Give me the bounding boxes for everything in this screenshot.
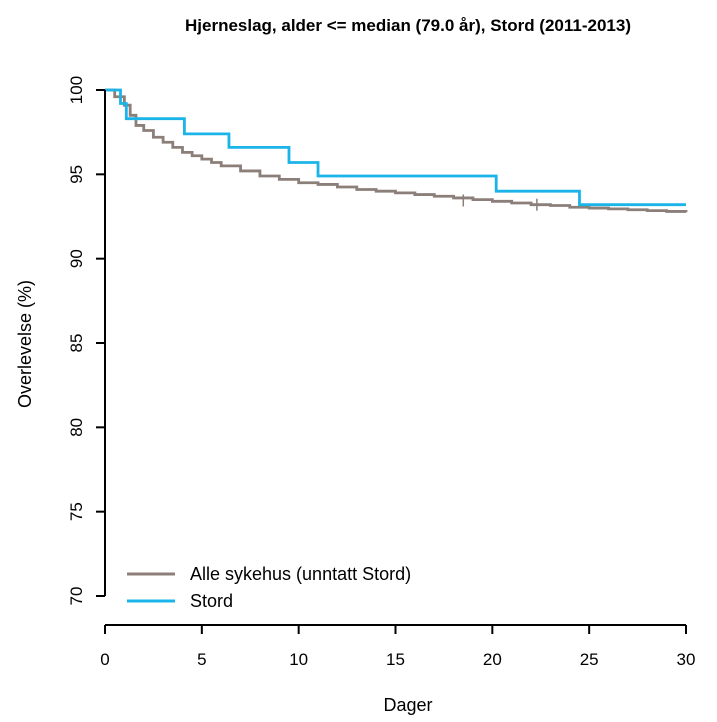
x-tick-label: 15 (386, 650, 405, 669)
x-tick-label: 10 (289, 650, 308, 669)
y-tick-label: 95 (67, 165, 86, 184)
y-tick-label: 90 (67, 249, 86, 268)
legend: Alle sykehus (unntatt Stord) Stord (127, 564, 411, 611)
series-line-stord (105, 88, 686, 207)
x-tick-label: 0 (100, 650, 109, 669)
y-tick-label: 75 (67, 502, 86, 521)
y-tick-label: 100 (67, 76, 86, 104)
y-axis-label: Overlevelse (%) (15, 280, 35, 408)
x-tick-label: 25 (580, 650, 599, 669)
x-axis-label: Dager (383, 695, 432, 715)
y-tick-label: 70 (67, 587, 86, 606)
y-tick-label: 85 (67, 334, 86, 353)
chart-title: Hjerneslag, alder <= median (79.0 år), S… (185, 16, 631, 35)
y-tick-label: 80 (67, 418, 86, 437)
x-axis-ticks: 0 5 10 15 20 25 30 (100, 625, 695, 669)
x-tick-label: 5 (197, 650, 206, 669)
x-tick-label: 20 (483, 650, 502, 669)
series-line-alle-sykehus (105, 88, 688, 213)
x-tick-label: 30 (677, 650, 696, 669)
plot-area (105, 88, 688, 213)
y-axis-ticks: 70 75 80 85 90 95 100 (67, 76, 105, 606)
legend-label: Alle sykehus (unntatt Stord) (190, 564, 411, 584)
legend-label: Stord (190, 591, 233, 611)
